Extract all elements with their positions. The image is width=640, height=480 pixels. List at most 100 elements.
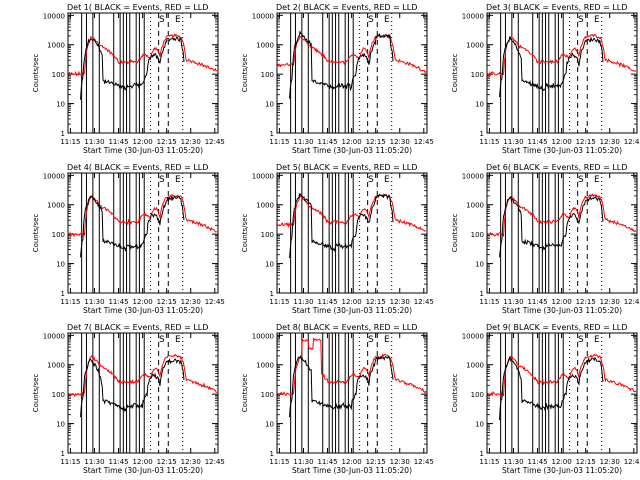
x-tick-label: 11:30 [503, 458, 523, 466]
x-tick-label: 11:15 [269, 298, 289, 306]
y-tick-label: 10000 [462, 332, 484, 340]
lld-series-line [487, 353, 637, 398]
x-tick-label: 12:15 [157, 138, 177, 146]
y-tick-label: 100 [471, 231, 484, 239]
x-tick-label: 12:30 [181, 298, 201, 306]
x-tick-label: 12:15 [366, 298, 386, 306]
lld-series-line [277, 193, 426, 232]
x-tick-label: 11:15 [60, 458, 80, 466]
y-axis-label: Counts/sec [451, 54, 459, 93]
panel-title: Det 2( BLACK = Events, RED = LLD [276, 3, 417, 12]
panel-title: Det 3( BLACK = Events, RED = LLD [486, 3, 627, 12]
end-marker-glyph: E [594, 335, 600, 345]
x-tick-label: 12:45 [624, 138, 640, 146]
x-tick-label: 11:45 [317, 138, 337, 146]
x-axis-label: Start Time (30-Jun-03 11:05:20) [83, 306, 203, 315]
x-tick-label: 11:45 [108, 298, 128, 306]
x-tick-label: 12:15 [366, 458, 386, 466]
y-tick-label: 1 [480, 450, 484, 458]
start-marker-glyph: S [368, 15, 374, 25]
y-tick-label: 10 [56, 101, 65, 109]
events-series-line [499, 195, 604, 258]
x-tick-label: 12:45 [414, 138, 434, 146]
x-tick-label: 12:15 [576, 138, 596, 146]
x-axis-label: Start Time (30-Jun-03 11:05:20) [83, 466, 203, 475]
y-tick-label: 1 [480, 290, 484, 298]
y-tick-label: 1000 [466, 202, 484, 210]
y-tick-label: 10 [475, 421, 484, 429]
y-tick-label: 1000 [47, 42, 65, 50]
x-tick-label: 11:45 [527, 458, 547, 466]
x-axis-label: Start Time (30-Jun-03 11:05:20) [502, 306, 622, 315]
plot-frame [276, 172, 428, 294]
y-tick-label: 100 [52, 71, 65, 79]
y-axis-label: Counts/sec [241, 374, 249, 413]
events-series-line [80, 357, 185, 418]
x-tick-label: 12:30 [390, 138, 410, 146]
x-axis-label: Start Time (30-Jun-03 11:05:20) [83, 146, 203, 155]
end-marker-glyph: E [594, 175, 600, 185]
x-tick-label: 11:30 [84, 138, 104, 146]
panel-det-9: 1 10 100 1000 10000 11:15 11:30 11:45 12:00 12:15… [451, 323, 640, 475]
y-tick-label: 10 [265, 421, 274, 429]
events-series-line [80, 36, 185, 100]
plot-frame [486, 172, 638, 294]
end-marker-glyph: E [384, 15, 390, 25]
x-tick-label: 11:15 [60, 138, 80, 146]
y-tick-label: 10000 [252, 12, 274, 20]
y-tick-label: 100 [471, 71, 484, 79]
events-series-line [80, 195, 185, 258]
start-marker-glyph: S [159, 335, 165, 345]
panel-det-8: 1 10 100 1000 10000 11:15 11:30 11:45 12:00 12:15… [241, 323, 434, 475]
x-tick-label: 12:45 [414, 298, 434, 306]
x-tick-label: 12:15 [157, 458, 177, 466]
x-tick-label: 11:45 [317, 298, 337, 306]
y-tick-label: 10000 [43, 12, 65, 20]
start-marker-glyph: S [159, 175, 165, 185]
panel-det-2: 1 10 100 1000 10000 11:15 11:30 11:45 12:00 12:15… [241, 3, 434, 155]
y-tick-label: 10 [475, 101, 484, 109]
x-tick-label: 11:15 [479, 138, 499, 146]
y-tick-label: 10 [265, 101, 274, 109]
y-tick-label: 1000 [256, 362, 274, 370]
start-marker-glyph: S [368, 175, 374, 185]
y-tick-label: 100 [52, 231, 65, 239]
y-axis-label: Counts/sec [241, 214, 249, 253]
x-axis-label: Start Time (30-Jun-03 11:05:20) [502, 466, 622, 475]
y-tick-label: 1000 [466, 42, 484, 50]
x-axis-label: Start Time (30-Jun-03 11:05:20) [292, 146, 412, 155]
x-tick-label: 12:00 [342, 298, 362, 306]
panel-title: Det 6( BLACK = Events, RED = LLD [486, 163, 627, 172]
x-axis-label: Start Time (30-Jun-03 11:05:20) [292, 466, 412, 475]
x-tick-label: 12:00 [342, 138, 362, 146]
panel-title: Det 9( BLACK = Events, RED = LLD [486, 323, 627, 332]
x-tick-label: 12:00 [133, 458, 153, 466]
y-tick-label: 1000 [47, 202, 65, 210]
plot-frame [276, 332, 428, 454]
x-tick-label: 11:30 [293, 298, 313, 306]
y-tick-label: 1000 [256, 202, 274, 210]
x-tick-label: 11:15 [479, 458, 499, 466]
lld-series-line [487, 33, 637, 77]
x-tick-label: 11:30 [503, 138, 523, 146]
x-axis-label: Start Time (30-Jun-03 11:05:20) [502, 146, 622, 155]
y-axis-label: Counts/sec [32, 54, 40, 93]
x-tick-label: 12:00 [342, 458, 362, 466]
panel-det-1: 1 10 100 1000 10000 11:15 11:30 11:45 12:00 12:15… [32, 3, 225, 155]
y-tick-label: 10 [56, 261, 65, 269]
panel-det-6: 1 10 100 1000 10000 11:15 11:30 11:45 12:00 12:15… [451, 163, 640, 315]
lld-series-line [487, 193, 637, 238]
lld-series-line [68, 353, 218, 398]
y-tick-label: 1 [480, 130, 484, 138]
y-tick-label: 1 [61, 290, 65, 298]
end-marker-glyph: E [175, 335, 181, 345]
start-marker-glyph: S [578, 175, 584, 185]
y-tick-label: 10000 [462, 172, 484, 180]
x-tick-label: 11:45 [317, 458, 337, 466]
x-tick-label: 11:45 [108, 138, 128, 146]
x-tick-label: 12:45 [624, 458, 640, 466]
x-tick-label: 12:00 [552, 138, 572, 146]
y-tick-label: 10000 [43, 332, 65, 340]
x-tick-label: 11:30 [293, 458, 313, 466]
